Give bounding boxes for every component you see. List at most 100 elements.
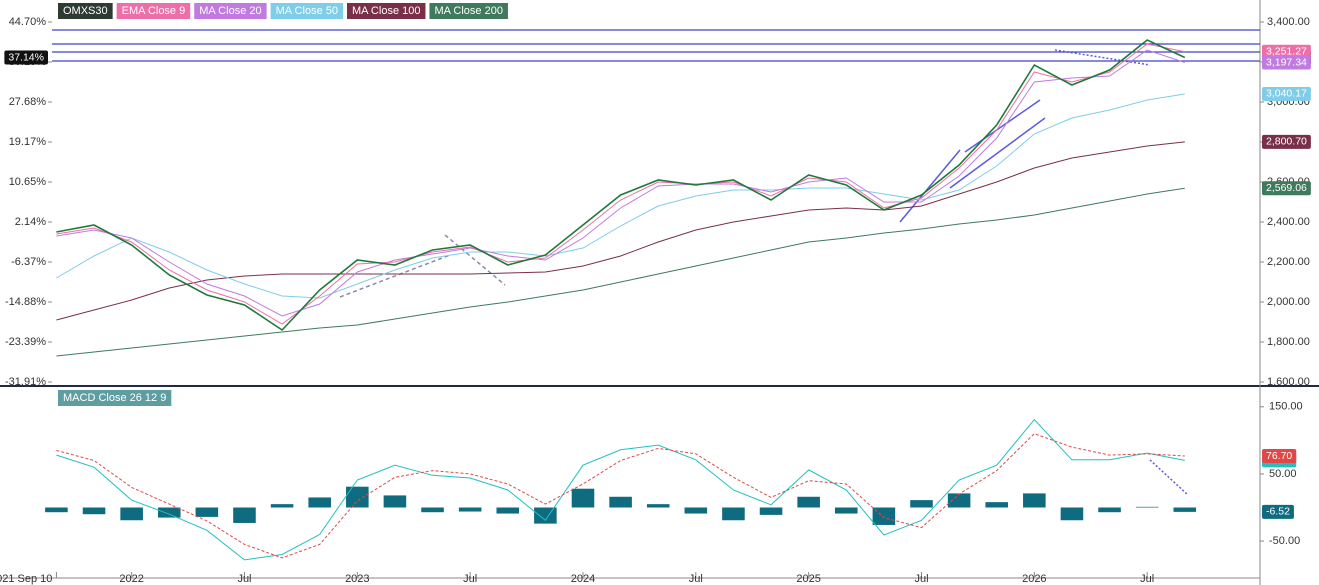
x-tick-label: Jul xyxy=(237,573,251,585)
value-tag xyxy=(1262,55,1311,70)
histogram-bar xyxy=(496,507,520,514)
value-tag-text: 3,251.27 xyxy=(1266,46,1307,58)
value-tag xyxy=(1262,449,1297,464)
series-line xyxy=(56,49,1185,317)
x-tick-label: 2023 xyxy=(345,573,369,585)
y-tick-label: 150.00 xyxy=(1269,401,1303,413)
histogram-bar xyxy=(684,507,708,514)
histogram-bar xyxy=(383,495,407,508)
y-tick-label: 2,400.00 xyxy=(1267,216,1310,228)
series-line xyxy=(56,418,1185,561)
y-tick-label: 2,200.00 xyxy=(1267,256,1310,268)
trend-lines xyxy=(339,49,1189,496)
histogram-bar xyxy=(1135,506,1159,508)
value-tag-text: 37.14% xyxy=(8,51,44,63)
histogram-bar xyxy=(421,507,444,513)
legend-text: MA Close 100 xyxy=(352,5,420,17)
y2-tick-label: 27.68% xyxy=(9,96,47,108)
y-tick-label: 1,800.00 xyxy=(1267,336,1310,348)
histogram-bar xyxy=(571,488,595,508)
y2-tick-label: 2.14% xyxy=(15,216,46,228)
y2-tick-label: 10.65% xyxy=(9,176,47,188)
value-tag xyxy=(4,50,48,65)
value-tag xyxy=(1262,44,1311,59)
histogram-bar xyxy=(82,507,106,515)
x-tick-label: Jul xyxy=(463,573,477,585)
legend-swatch xyxy=(116,3,191,19)
legend-swatch xyxy=(58,3,113,19)
y2-tick-label: -6.37% xyxy=(11,256,46,268)
histogram-bar xyxy=(947,493,971,508)
trend-line xyxy=(1149,459,1189,496)
value-tag-text: -6.52 xyxy=(1266,506,1290,518)
legend-text: OMXS30 xyxy=(63,5,108,17)
value-tag xyxy=(1262,86,1311,101)
legend-swatch xyxy=(346,3,426,19)
value-tag-text: 2,800.70 xyxy=(1266,136,1307,148)
trend-line xyxy=(444,234,506,286)
value-tag-text: 76.70 xyxy=(1266,450,1292,462)
trend-line xyxy=(949,117,1046,189)
y2-tick-label: -14.88% xyxy=(5,296,46,308)
histogram-bar xyxy=(270,504,294,508)
series-line xyxy=(56,43,1185,325)
histogram-bar xyxy=(45,507,68,513)
histogram-bar xyxy=(157,507,181,518)
histogram-bar xyxy=(985,502,1008,508)
value-tag-text: 2,569.06 xyxy=(1266,182,1307,194)
histogram-bar xyxy=(458,507,482,512)
trend-line xyxy=(964,99,1041,153)
legend-text: MA Close 50 xyxy=(276,5,338,17)
histogram-bar xyxy=(534,507,557,524)
histogram-bar xyxy=(910,500,933,508)
x-tick-label: 2025 xyxy=(796,573,820,585)
value-tag-text: 3,197.34 xyxy=(1266,56,1307,68)
value-tag-text: 3,040.17 xyxy=(1266,88,1307,100)
histogram-bar xyxy=(1098,507,1121,513)
x-tick-label: 2026 xyxy=(1022,573,1046,585)
y2-tick-label: -31.91% xyxy=(5,376,46,388)
series-line xyxy=(56,39,1186,332)
histogram-bar xyxy=(1173,507,1197,512)
x-tick-label: Jul xyxy=(689,573,703,585)
histogram-bar xyxy=(759,507,783,515)
legend-swatch xyxy=(429,3,508,19)
histogram-bar xyxy=(722,507,745,521)
legend-text: EMA Close 9 xyxy=(122,5,186,17)
y-tick-label: 50.00 xyxy=(1269,468,1297,480)
histogram-bar xyxy=(195,507,219,517)
x-tick-label: Jul xyxy=(914,573,928,585)
y-tick-label: 2,000.00 xyxy=(1267,296,1310,308)
histogram-bar xyxy=(646,504,670,508)
y-tick-label: -50.00 xyxy=(1269,535,1300,547)
histogram-bar xyxy=(346,486,369,508)
value-tag xyxy=(1262,504,1294,519)
value-tag xyxy=(1262,134,1311,149)
series-line xyxy=(56,93,1185,299)
legend-swatch xyxy=(194,3,267,19)
x-tick-label: Jul xyxy=(1140,573,1154,585)
histogram-bar xyxy=(1060,507,1084,521)
series-line xyxy=(56,433,1185,559)
legend-text: MA Close 20 xyxy=(199,5,261,17)
macd-title: MACD Close 26 12 9 xyxy=(63,392,166,404)
y2-tick-label: -23.39% xyxy=(5,336,46,348)
y-tick-label: 3,400.00 xyxy=(1267,16,1310,28)
series-line xyxy=(56,187,1185,357)
x-tick-label: 2021 Sep 10 xyxy=(0,573,52,585)
y2-tick-label: 44.70% xyxy=(9,16,47,28)
histogram-bar xyxy=(308,497,331,508)
x-tick-label: 2022 xyxy=(119,573,143,585)
trend-line xyxy=(899,149,961,223)
histogram-bar xyxy=(872,507,896,525)
histogram-bar xyxy=(609,496,632,508)
histogram-bar xyxy=(233,507,256,523)
histogram-bar xyxy=(797,496,820,508)
macd-title-box xyxy=(58,390,172,406)
histogram-bar xyxy=(120,507,143,521)
legend-text: MA Close 200 xyxy=(434,5,502,17)
legend-swatch xyxy=(270,3,343,19)
